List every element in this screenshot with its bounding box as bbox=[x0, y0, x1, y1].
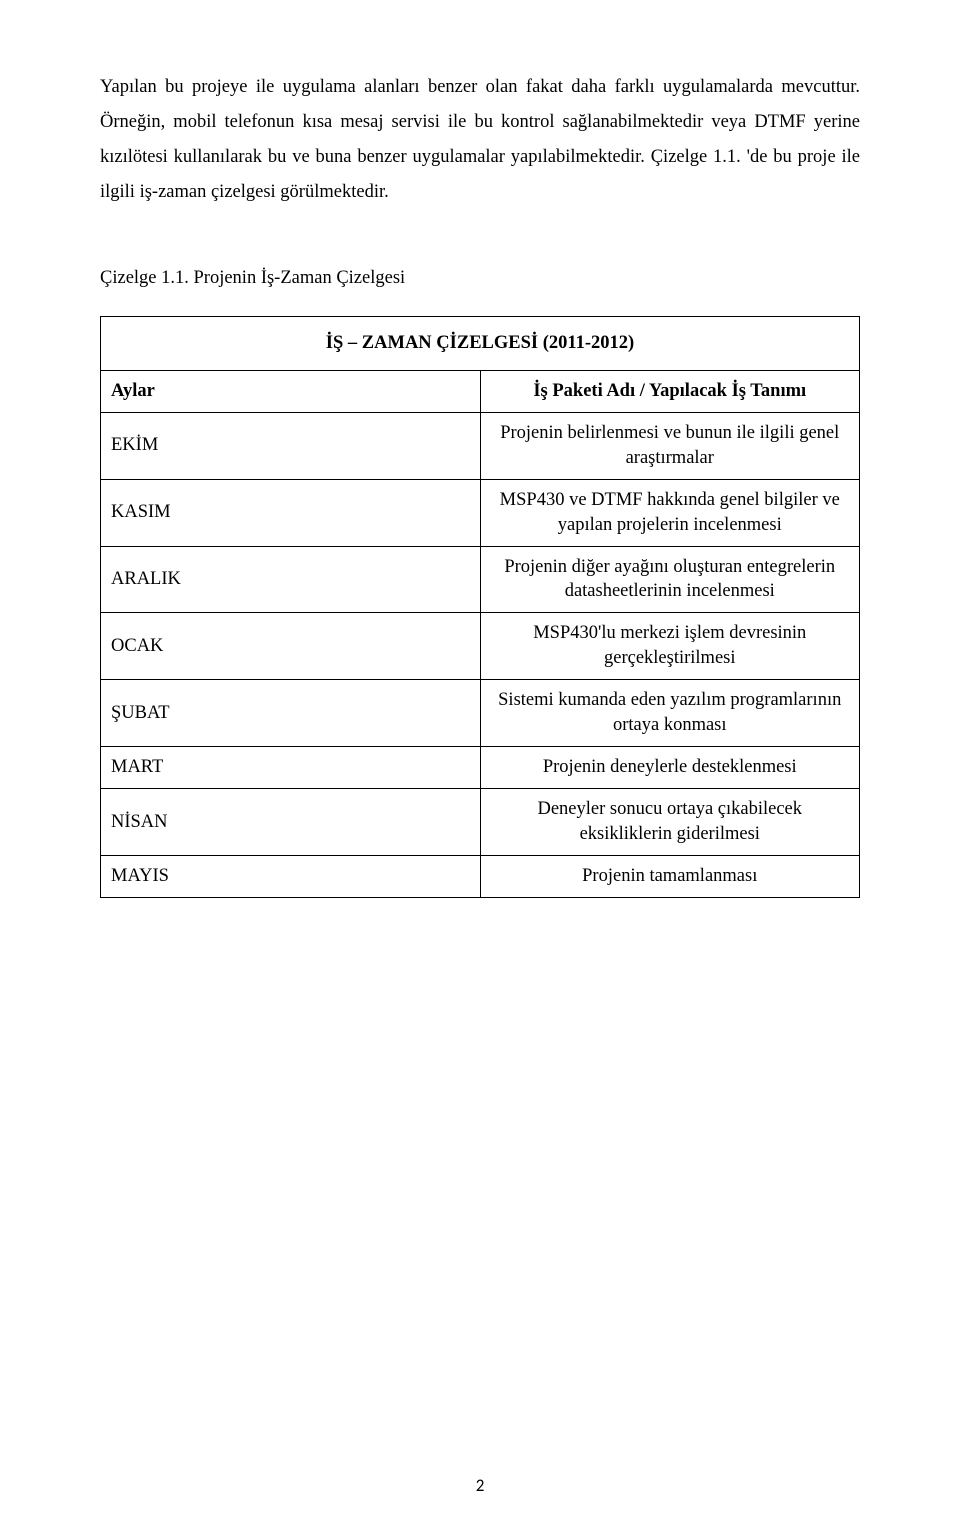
table-row: MART Projenin deneylerle desteklenmesi bbox=[101, 747, 860, 789]
table-row: ARALIK Projenin diğer ayağını oluşturan … bbox=[101, 546, 860, 613]
task-cell: Projenin diğer ayağını oluşturan entegre… bbox=[480, 546, 860, 613]
table-row: ŞUBAT Sistemi kumanda eden yazılım progr… bbox=[101, 680, 860, 747]
table-row: MAYIS Projenin tamamlanması bbox=[101, 856, 860, 898]
table-header-row: Aylar İş Paketi Adı / Yapılacak İş Tanım… bbox=[101, 370, 860, 412]
table-header-left: Aylar bbox=[101, 370, 481, 412]
table-caption: Çizelge 1.1. Projenin İş-Zaman Çizelgesi bbox=[100, 261, 860, 296]
schedule-table: İŞ – ZAMAN ÇİZELGESİ (2011-2012) Aylar İ… bbox=[100, 316, 860, 899]
task-cell: Projenin belirlenmesi ve bunun ile ilgil… bbox=[480, 412, 860, 479]
month-cell: NİSAN bbox=[101, 789, 481, 856]
table-title-row: İŞ – ZAMAN ÇİZELGESİ (2011-2012) bbox=[101, 316, 860, 370]
task-cell: Projenin deneylerle desteklenmesi bbox=[480, 747, 860, 789]
body-paragraph: Yapılan bu projeye ile uygulama alanları… bbox=[100, 70, 860, 211]
month-cell: MAYIS bbox=[101, 856, 481, 898]
task-cell: MSP430 ve DTMF hakkında genel bilgiler v… bbox=[480, 479, 860, 546]
month-cell: ARALIK bbox=[101, 546, 481, 613]
month-cell: OCAK bbox=[101, 613, 481, 680]
table-row: NİSAN Deneyler sonucu ortaya çıkabilecek… bbox=[101, 789, 860, 856]
table-row: EKİM Projenin belirlenmesi ve bunun ile … bbox=[101, 412, 860, 479]
task-cell: Sistemi kumanda eden yazılım programları… bbox=[480, 680, 860, 747]
table-title-cell: İŞ – ZAMAN ÇİZELGESİ (2011-2012) bbox=[101, 316, 860, 370]
table-row: OCAK MSP430'lu merkezi işlem devresinin … bbox=[101, 613, 860, 680]
month-cell: EKİM bbox=[101, 412, 481, 479]
month-cell: ŞUBAT bbox=[101, 680, 481, 747]
table-row: KASIM MSP430 ve DTMF hakkında genel bilg… bbox=[101, 479, 860, 546]
table-header-right: İş Paketi Adı / Yapılacak İş Tanımı bbox=[480, 370, 860, 412]
page-number: 2 bbox=[0, 1470, 960, 1502]
page: Yapılan bu projeye ile uygulama alanları… bbox=[0, 0, 960, 1532]
month-cell: KASIM bbox=[101, 479, 481, 546]
task-cell: Deneyler sonucu ortaya çıkabilecek eksik… bbox=[480, 789, 860, 856]
month-cell: MART bbox=[101, 747, 481, 789]
task-cell: Projenin tamamlanması bbox=[480, 856, 860, 898]
task-cell: MSP430'lu merkezi işlem devresinin gerçe… bbox=[480, 613, 860, 680]
